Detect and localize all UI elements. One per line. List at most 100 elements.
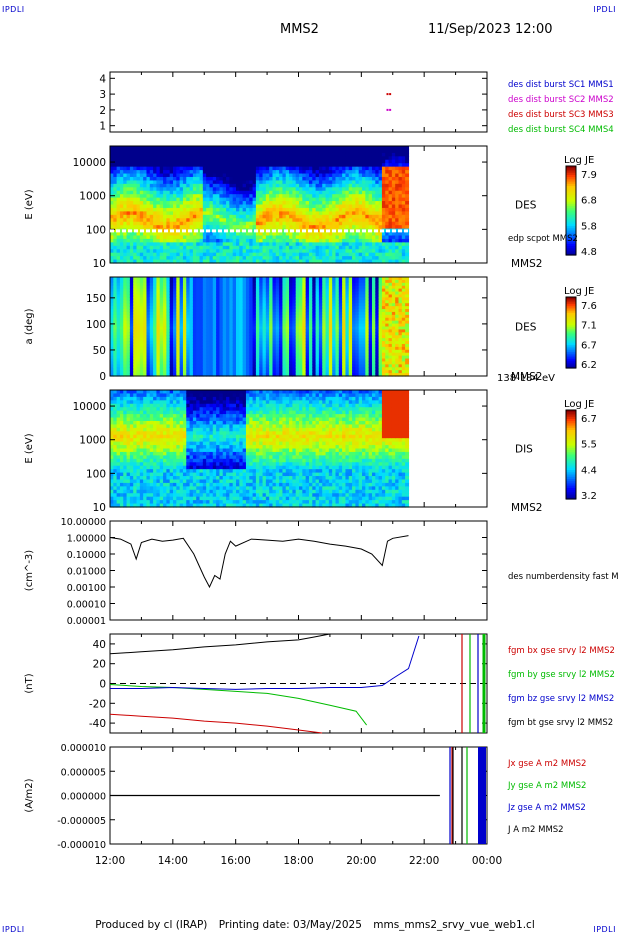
spectrogram-cell bbox=[110, 279, 114, 284]
spectrogram-cell bbox=[348, 201, 353, 206]
spectrogram-cell bbox=[126, 232, 131, 237]
spectrogram-cell bbox=[116, 288, 121, 293]
spectrogram-cell bbox=[119, 306, 124, 310]
spectrogram-cell bbox=[113, 204, 118, 209]
spectrogram-cell bbox=[116, 306, 121, 310]
spectrogram-cell bbox=[136, 242, 141, 247]
spectrogram-cell bbox=[149, 228, 154, 233]
spectrogram-cell bbox=[149, 349, 154, 354]
spectrogram-cell bbox=[362, 156, 366, 161]
spectrogram-cell bbox=[259, 204, 264, 209]
spectrogram-cell bbox=[186, 232, 191, 237]
spectrogram-cell bbox=[139, 277, 144, 281]
spectrogram-cell bbox=[391, 166, 396, 171]
spectrogram-cell bbox=[116, 338, 121, 342]
spectrogram-cell bbox=[289, 156, 293, 161]
spectrogram-cell bbox=[123, 197, 128, 202]
spectrogram-cell bbox=[129, 183, 134, 188]
spectrogram-cell bbox=[169, 249, 174, 254]
spectrogram-cell bbox=[252, 156, 257, 161]
spectrogram-cell bbox=[126, 176, 131, 182]
spectrogram-cell bbox=[242, 320, 247, 325]
spectrogram-cell bbox=[129, 170, 134, 175]
spectrogram-cell bbox=[252, 297, 257, 301]
spectrogram-cell bbox=[236, 306, 240, 310]
spectrogram-cell bbox=[232, 228, 237, 233]
spectrogram-cell bbox=[275, 225, 280, 230]
spectrogram-cell bbox=[245, 242, 250, 247]
spectrogram-cell bbox=[355, 194, 360, 199]
spectrogram-cell bbox=[129, 149, 134, 154]
spectrogram-cell bbox=[139, 294, 144, 298]
spectrogram-cell bbox=[229, 346, 234, 351]
spectrogram-cell bbox=[216, 343, 221, 348]
spectrogram-cell bbox=[199, 326, 204, 331]
spectrogram-cell bbox=[335, 218, 340, 223]
spectrogram-cell bbox=[123, 320, 128, 325]
spectrogram-cell bbox=[255, 279, 260, 284]
spectrogram-cell bbox=[143, 232, 148, 237]
spectrogram-cell bbox=[159, 163, 164, 168]
spectrogram-cell bbox=[308, 173, 313, 178]
spectrogram-cell bbox=[179, 228, 184, 233]
spectrogram-cell bbox=[365, 156, 370, 161]
spectrogram-cell bbox=[362, 214, 366, 219]
spectrogram-cell bbox=[229, 352, 234, 357]
spectrogram-cell bbox=[375, 194, 380, 199]
spectrogram-cell bbox=[139, 341, 144, 345]
spectrogram-cell bbox=[352, 245, 356, 250]
spectrogram-cell bbox=[229, 149, 234, 154]
spectrogram-cell bbox=[242, 291, 247, 296]
spectrogram-cell bbox=[126, 197, 131, 202]
spectrogram-cell bbox=[328, 242, 333, 247]
spectrogram-cell bbox=[182, 166, 187, 171]
spectrogram-cell bbox=[199, 232, 204, 237]
spectrogram-cell bbox=[262, 373, 267, 377]
spectrogram-cell bbox=[265, 341, 270, 345]
spectrogram-cell bbox=[143, 197, 148, 202]
spectrogram-cell bbox=[189, 317, 194, 322]
spectrogram-cell bbox=[378, 207, 383, 212]
spectrogram-cell bbox=[226, 225, 230, 230]
spectrogram-cell bbox=[385, 256, 390, 261]
spectrogram-cell bbox=[229, 373, 234, 377]
spectrogram-cell bbox=[199, 218, 204, 223]
spectrogram-cell bbox=[335, 207, 340, 212]
spectrogram-cell bbox=[173, 317, 177, 322]
spectrogram-cell bbox=[325, 242, 330, 247]
spectrogram-cell bbox=[308, 194, 313, 199]
spectrogram-cell bbox=[265, 279, 270, 284]
spectrogram-cell bbox=[133, 349, 138, 354]
spectrogram-cell bbox=[395, 173, 400, 178]
spectrogram-cell bbox=[262, 204, 267, 209]
spectrogram-cell bbox=[249, 297, 254, 301]
spectrogram-cell bbox=[116, 309, 121, 313]
spectrogram-cell bbox=[219, 176, 224, 182]
spectrogram-cell bbox=[216, 303, 221, 307]
spectrogram-cell bbox=[405, 214, 410, 219]
spectrogram-cell bbox=[119, 242, 124, 247]
spectrogram-cell bbox=[123, 341, 128, 345]
spectrogram-cell bbox=[365, 190, 370, 195]
spectrogram-cell bbox=[209, 218, 214, 223]
spectrogram-cell bbox=[189, 149, 194, 154]
spectrogram-cell bbox=[136, 221, 141, 226]
spectrogram-cell bbox=[159, 288, 164, 293]
spectrogram-cell bbox=[255, 221, 260, 226]
spectrogram-cell bbox=[385, 207, 390, 212]
spectrogram-cell bbox=[285, 242, 290, 247]
spectrogram-cell bbox=[295, 207, 300, 212]
spectrogram-cell bbox=[282, 156, 287, 161]
spectrogram-cell bbox=[149, 277, 154, 281]
spectrogram-cell bbox=[146, 235, 151, 240]
colorbar-segment bbox=[566, 183, 576, 187]
corner-label-top-right: IPDLI bbox=[593, 5, 616, 14]
spectrogram-cell bbox=[219, 156, 224, 161]
spectrogram-cell bbox=[133, 201, 138, 206]
spectrogram-cell bbox=[186, 373, 191, 377]
spectrogram-cell bbox=[136, 190, 141, 195]
spectrogram-cell bbox=[332, 221, 337, 226]
spectrogram-cell bbox=[129, 225, 134, 230]
spectrogram-cell bbox=[328, 176, 333, 182]
spectrogram-cell bbox=[365, 211, 370, 216]
